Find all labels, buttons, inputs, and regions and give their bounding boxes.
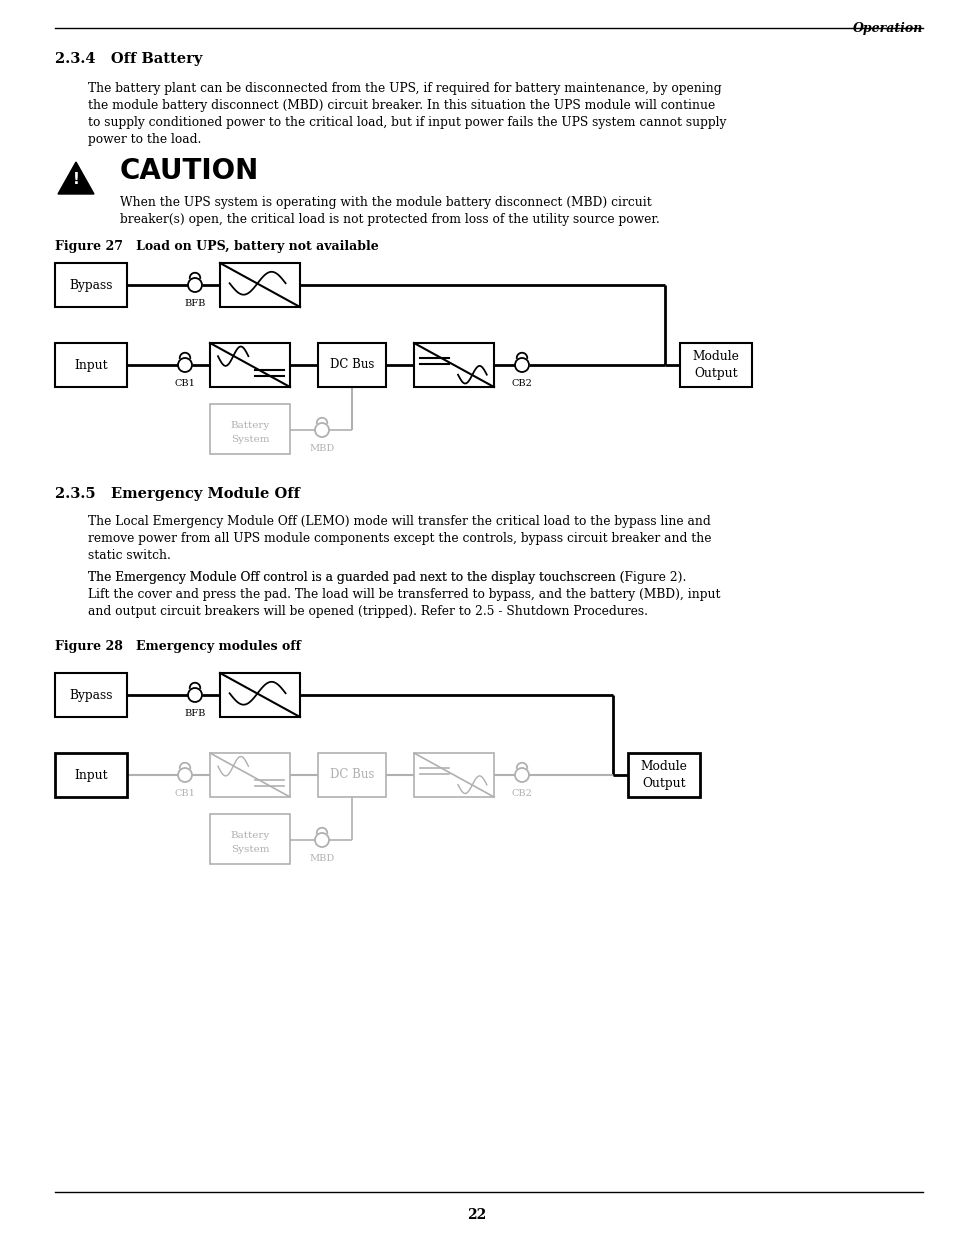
Text: MBD: MBD (309, 853, 335, 863)
Text: 2.3.5   Emergency Module Off: 2.3.5 Emergency Module Off (55, 487, 300, 501)
Text: The Local Emergency Module Off (LEMO) mode will transfer the critical load to th: The Local Emergency Module Off (LEMO) mo… (88, 515, 710, 529)
Text: Output: Output (641, 777, 685, 789)
Text: CB1: CB1 (174, 789, 195, 798)
Text: the module battery disconnect (MBD) circuit breaker. In this situation the UPS m: the module battery disconnect (MBD) circ… (88, 99, 714, 112)
Text: 22: 22 (467, 1208, 486, 1221)
Text: The Emergency Module Off control is a guarded pad next to the display touchscree: The Emergency Module Off control is a gu… (88, 571, 623, 584)
Text: Figure 28   Emergency modules off: Figure 28 Emergency modules off (55, 640, 301, 653)
Text: Operation: Operation (852, 22, 923, 35)
Text: CB2: CB2 (511, 379, 532, 388)
Text: When the UPS system is operating with the module battery disconnect (MBD) circui: When the UPS system is operating with th… (120, 196, 651, 209)
Bar (55, 343, 127, 387)
Text: CB1: CB1 (174, 379, 195, 388)
Text: and output circuit breakers will be opened (tripped). Refer to ​2.5 - Shutdown P: and output circuit breakers will be open… (88, 605, 647, 618)
Bar (317, 343, 386, 387)
Text: Input: Input (74, 358, 108, 372)
Text: BFB: BFB (184, 709, 206, 718)
Bar (210, 814, 290, 864)
Text: breaker(s) open, the critical load is not protected from loss of the utility sou: breaker(s) open, the critical load is no… (120, 212, 659, 226)
Text: DC Bus: DC Bus (330, 768, 374, 782)
Text: 2.3.4   Off Battery: 2.3.4 Off Battery (55, 52, 202, 65)
Bar (627, 753, 700, 797)
Text: CAUTION: CAUTION (120, 157, 259, 185)
Bar (220, 673, 299, 718)
Text: Input: Input (74, 768, 108, 782)
Text: !: ! (72, 172, 79, 186)
Text: Battery: Battery (230, 420, 270, 430)
Bar (679, 343, 751, 387)
Text: to supply conditioned power to the critical load, but if input power fails the U: to supply conditioned power to the criti… (88, 116, 725, 128)
Bar (414, 753, 494, 797)
Text: remove power from all UPS module components except the controls, bypass circuit : remove power from all UPS module compone… (88, 532, 711, 545)
Text: Module: Module (639, 761, 687, 773)
Bar (210, 404, 290, 454)
Text: Lift the cover and press the pad. The load will be transferred to bypass, and th: Lift the cover and press the pad. The lo… (88, 588, 720, 601)
Polygon shape (58, 162, 94, 194)
Text: Bypass: Bypass (70, 279, 112, 291)
Bar (55, 263, 127, 308)
Text: The Emergency Module Off control is a guarded pad next to the display touchscree: The Emergency Module Off control is a gu… (88, 571, 685, 584)
Text: The Emergency Module Off control is a guarded pad next to the display touchscree: The Emergency Module Off control is a gu… (88, 571, 685, 584)
Bar (414, 343, 494, 387)
Text: Output: Output (694, 367, 737, 379)
Text: Battery: Battery (230, 830, 270, 840)
Text: MBD: MBD (309, 445, 335, 453)
Text: System: System (231, 436, 269, 445)
Bar (317, 753, 386, 797)
Text: The battery plant can be disconnected from the UPS, if required for battery main: The battery plant can be disconnected fr… (88, 82, 720, 95)
Text: CB2: CB2 (511, 789, 532, 798)
Bar (220, 263, 299, 308)
Bar (210, 753, 290, 797)
Text: Module: Module (692, 351, 739, 363)
Text: power to the load.: power to the load. (88, 133, 201, 146)
Text: BFB: BFB (184, 299, 206, 308)
Text: System: System (231, 846, 269, 855)
Text: Figure 27   Load on UPS, battery not available: Figure 27 Load on UPS, battery not avail… (55, 240, 378, 253)
Bar (55, 753, 127, 797)
Bar (55, 673, 127, 718)
Text: Bypass: Bypass (70, 688, 112, 701)
Bar (210, 343, 290, 387)
Text: static switch.: static switch. (88, 550, 171, 562)
Text: DC Bus: DC Bus (330, 358, 374, 372)
